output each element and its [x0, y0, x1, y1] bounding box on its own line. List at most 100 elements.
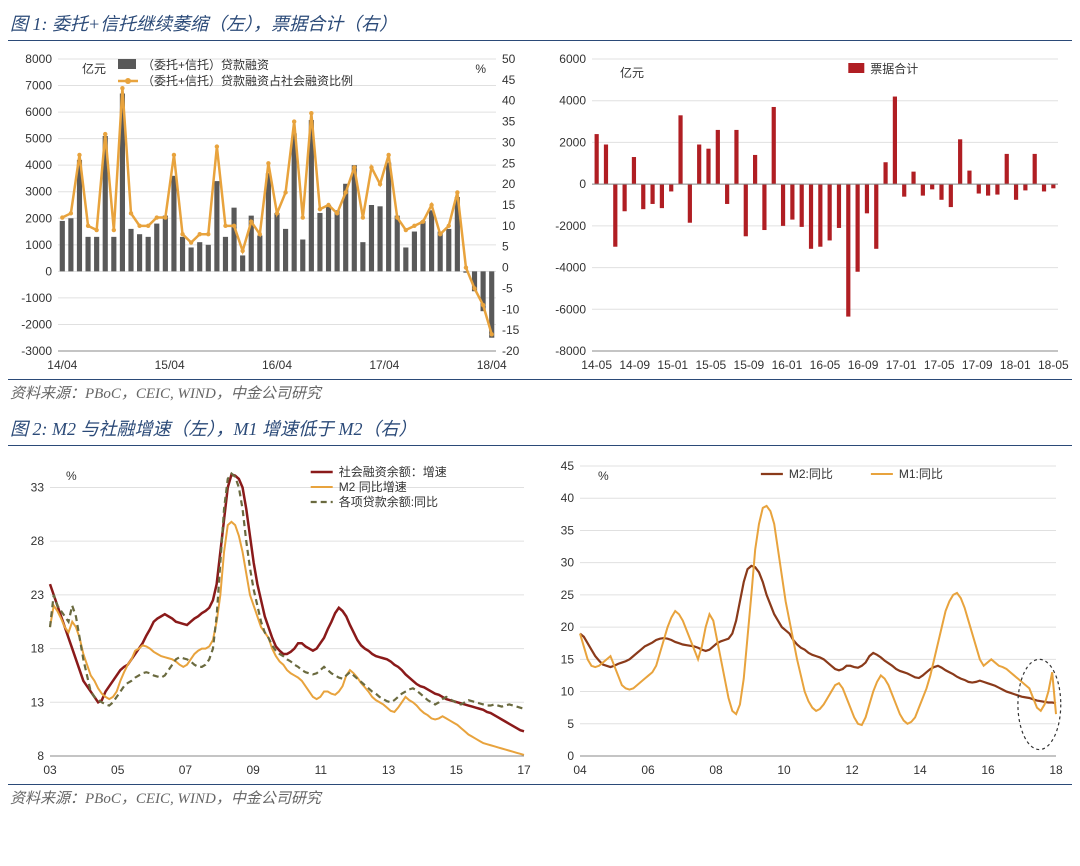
svg-text:-2000: -2000: [555, 219, 586, 233]
svg-text:各项贷款余额:同比: 各项贷款余额:同比: [339, 494, 438, 509]
svg-text:%: %: [475, 62, 486, 76]
svg-text:16: 16: [981, 763, 995, 777]
svg-text:17: 17: [517, 763, 531, 777]
svg-text:8: 8: [37, 749, 44, 763]
svg-text:6000: 6000: [559, 52, 586, 66]
fig2-right-chart: 051015202530354045%0406081012141618M2:同比…: [542, 452, 1070, 782]
svg-text:20: 20: [561, 620, 575, 634]
svg-text:28: 28: [31, 534, 45, 548]
svg-text:-15: -15: [502, 323, 520, 337]
svg-text:5000: 5000: [25, 132, 52, 146]
svg-text:35: 35: [561, 523, 575, 537]
svg-text:16/04: 16/04: [262, 358, 292, 372]
svg-text:-2000: -2000: [21, 317, 52, 331]
svg-text:4000: 4000: [25, 158, 52, 172]
svg-text:0: 0: [567, 749, 574, 763]
figure-1-panels: -3000-2000-10000100020003000400050006000…: [8, 41, 1072, 380]
svg-text:-6000: -6000: [555, 302, 586, 316]
svg-text:15/04: 15/04: [155, 358, 185, 372]
svg-text:33: 33: [31, 480, 45, 494]
svg-text:18-01: 18-01: [1000, 358, 1031, 372]
svg-text:M2 同比增速: M2 同比增速: [339, 480, 407, 494]
figure-2: 图 2: M2 与社融增速（左），M1 增速低于 M2（右） 8 13 18 23 28…: [8, 409, 1072, 808]
svg-text:2000: 2000: [25, 211, 52, 225]
figure-1-left-panel: -3000 -2000 -1000 0 1000 2000 3000 4000 5000 6000…: [8, 47, 538, 377]
svg-text:14/04: 14/04: [47, 358, 77, 372]
svg-text:45: 45: [561, 459, 575, 473]
svg-text:06: 06: [641, 763, 655, 777]
svg-text:25: 25: [561, 588, 575, 602]
figure-1-right-panel: -8000 -6000 -4000 -2000 0 2000 4000 6000 亿元 14-05…: [542, 47, 1072, 377]
svg-text:09: 09: [246, 763, 260, 777]
svg-text:M2:同比: M2:同比: [789, 467, 833, 481]
svg-text:16-01: 16-01: [772, 358, 803, 372]
svg-text:10: 10: [777, 763, 791, 777]
svg-text:0: 0: [45, 264, 52, 278]
svg-text:05: 05: [111, 763, 125, 777]
svg-text:-3000: -3000: [21, 344, 52, 358]
svg-text:2000: 2000: [559, 135, 586, 149]
svg-text:17/04: 17/04: [369, 358, 399, 372]
svg-text:16-05: 16-05: [810, 358, 841, 372]
svg-text:35: 35: [502, 115, 516, 129]
svg-text:15-01: 15-01: [657, 358, 688, 372]
figure-1-source: 资料来源：PBoC，CEIC, WIND，中金公司研究: [8, 380, 1072, 403]
svg-text:50: 50: [502, 52, 516, 66]
svg-text:-10: -10: [502, 302, 520, 316]
svg-text:（委托+信托）贷款融资: （委托+信托）贷款融资: [142, 58, 269, 72]
svg-text:-20: -20: [502, 344, 520, 358]
svg-text:亿元: 亿元: [620, 65, 644, 80]
fig1-left-chart: -3000 -2000 -1000 0 1000 2000 3000 4000 5000 6000…: [8, 47, 536, 377]
svg-text:17-09: 17-09: [962, 358, 993, 372]
figure-2-source: 资料来源：PBoC，CEIC, WIND，中金公司研究: [8, 785, 1072, 808]
svg-text:3000: 3000: [25, 185, 52, 199]
svg-text:13: 13: [382, 763, 396, 777]
svg-text:18-05: 18-05: [1038, 358, 1069, 372]
svg-text:14-05: 14-05: [581, 358, 612, 372]
svg-text:1000: 1000: [25, 238, 52, 252]
svg-text:15-05: 15-05: [695, 358, 726, 372]
svg-text:17-05: 17-05: [924, 358, 955, 372]
fig1-right-chart: -8000 -6000 -4000 -2000 0 2000 4000 6000 亿元 14-05…: [542, 47, 1070, 377]
svg-text:票据合计: 票据合计: [870, 61, 918, 76]
svg-text:8000: 8000: [25, 52, 52, 66]
fig2-left-chart: 81318232833%0305070911131517社会融资余额：增速M2 …: [8, 452, 536, 782]
svg-text:10: 10: [561, 685, 575, 699]
svg-text:%: %: [598, 469, 609, 483]
svg-text:0: 0: [502, 261, 509, 275]
svg-text:03: 03: [43, 763, 57, 777]
svg-text:%: %: [66, 469, 77, 483]
svg-text:-1000: -1000: [21, 291, 52, 305]
svg-text:07: 07: [179, 763, 193, 777]
svg-text:-4000: -4000: [555, 261, 586, 275]
figure-2-title: 图 2: M2 与社融增速（左），M1 增速低于 M2（右）: [8, 409, 1072, 446]
svg-text:18: 18: [1049, 763, 1063, 777]
svg-text:5: 5: [502, 240, 509, 254]
svg-text:社会融资余额：增速: 社会融资余额：增速: [339, 464, 447, 479]
svg-text:14: 14: [913, 763, 927, 777]
figure-2-panels: 81318232833%0305070911131517社会融资余额：增速M2 …: [8, 446, 1072, 785]
svg-text:16-09: 16-09: [848, 358, 879, 372]
svg-text:25: 25: [502, 156, 516, 170]
svg-text:-8000: -8000: [555, 344, 586, 358]
svg-text:6000: 6000: [25, 105, 52, 119]
svg-text:15-09: 15-09: [734, 358, 765, 372]
svg-text:4000: 4000: [559, 94, 586, 108]
svg-text:M1:同比: M1:同比: [899, 467, 943, 481]
svg-text:08: 08: [709, 763, 723, 777]
svg-text:30: 30: [502, 135, 516, 149]
svg-text:30: 30: [561, 556, 575, 570]
svg-text:04: 04: [573, 763, 587, 777]
svg-text:17-01: 17-01: [886, 358, 917, 372]
figure-1-title: 图 1: 委托+信托继续萎缩（左），票据合计（右）: [8, 4, 1072, 41]
svg-text:23: 23: [31, 588, 45, 602]
svg-text:5: 5: [567, 717, 574, 731]
svg-text:15: 15: [502, 198, 516, 212]
svg-text:15: 15: [450, 763, 464, 777]
figure-2-left-panel: 81318232833%0305070911131517社会融资余额：增速M2 …: [8, 452, 538, 782]
svg-text:（委托+信托）贷款融资占社会融资比例: （委托+信托）贷款融资占社会融资比例: [142, 73, 353, 88]
svg-text:11: 11: [315, 763, 328, 777]
svg-text:45: 45: [502, 73, 516, 87]
svg-text:0: 0: [579, 177, 586, 191]
svg-text:14-09: 14-09: [619, 358, 650, 372]
